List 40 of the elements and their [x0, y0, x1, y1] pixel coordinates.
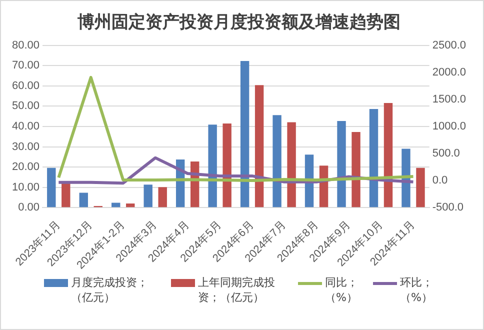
- y-tick-label: 80.00: [12, 39, 40, 52]
- legend-label: 月度完成投资；（亿元）: [71, 275, 149, 305]
- y-tick-label: 60.00: [12, 80, 40, 92]
- y2-tick-label: 2500.0: [432, 39, 466, 52]
- bar: [384, 102, 393, 208]
- y-tick-label: 10.00: [12, 181, 40, 194]
- bar: [369, 109, 378, 208]
- bar: [62, 182, 70, 208]
- legend-label: 上年同期完成投资；（亿元）: [198, 275, 276, 305]
- bar: [126, 204, 135, 208]
- legend-label: 环比；（%）: [400, 275, 434, 305]
- y-tick-label: 50.00: [12, 100, 40, 112]
- y-tick-label: 20.00: [12, 161, 40, 174]
- bar: [79, 192, 88, 208]
- y-tick-label: 70.00: [12, 60, 40, 72]
- y2-tick-label: 1000.0: [432, 120, 466, 133]
- bar: [222, 123, 232, 208]
- bar: [287, 122, 296, 208]
- bar: [416, 168, 425, 208]
- y2-tick-label: 2000.0: [432, 66, 466, 78]
- y2-tick-label: 0.0: [432, 174, 448, 187]
- y-tick-label: 30.00: [12, 140, 40, 153]
- chart-title: 博州固定资产投资月度投资额及增速趋势图: [76, 12, 400, 33]
- bar: [208, 124, 217, 208]
- y2-tick-label: 1500.0: [432, 93, 466, 106]
- bar: [240, 61, 250, 208]
- y-tick-label: 40.00: [12, 120, 40, 133]
- bar: [402, 148, 410, 208]
- bar: [337, 121, 346, 208]
- y2-tick-label: -500.0: [432, 202, 464, 214]
- bar: [158, 187, 167, 208]
- y-tick-label: 0.00: [18, 202, 40, 214]
- y2-tick-label: 500.0: [432, 148, 460, 160]
- bar: [47, 168, 56, 208]
- bar: [112, 202, 120, 208]
- bar: [272, 115, 282, 208]
- legend-label: 同比；（%）: [325, 275, 359, 305]
- bar: [254, 85, 264, 208]
- bar: [144, 184, 152, 208]
- bar: [352, 132, 360, 208]
